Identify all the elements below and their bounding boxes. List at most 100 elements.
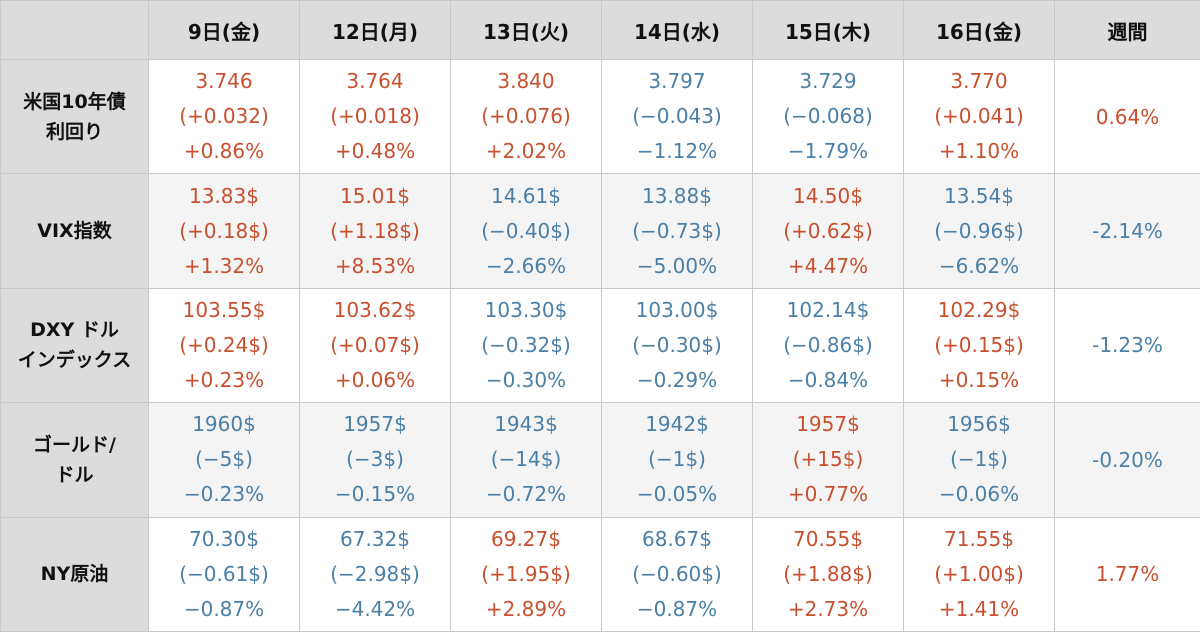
row-label-line: NY原油	[40, 563, 109, 586]
quote-cell: 3.729 (−0.068) −1.79%	[752, 58, 904, 175]
quote-change: (−0.73$)	[632, 218, 722, 243]
quote-cell: 103.55$ (+0.24$) +0.23%	[148, 287, 300, 404]
quote-change: (+0.18$)	[179, 218, 269, 243]
quote-value: 1957$	[343, 412, 407, 437]
row-label-line: ゴールド/	[33, 433, 116, 456]
header-weekly: 週間	[1054, 0, 1200, 60]
quote-percent: +1.32%	[183, 253, 265, 278]
quote-cell: 3.746 (+0.032) +0.86%	[148, 58, 300, 175]
quote-percent: +2.02%	[485, 139, 567, 164]
quote-cell: 1957$ (+15$) +0.77%	[752, 402, 904, 518]
quote-percent: +1.41%	[938, 596, 1020, 621]
quote-value: 13.54$	[944, 183, 1014, 208]
quote-value: 70.30$	[189, 526, 259, 551]
table-row: DXY ドル インデックス 103.55$ (+0.24$) +0.23% 103.62$…	[0, 287, 1200, 404]
quote-value: 3.797	[648, 69, 706, 94]
quote-value: 13.83$	[189, 183, 259, 208]
quote-value: 103.30$	[484, 297, 568, 322]
quote-percent: −0.72%	[485, 482, 567, 507]
quote-change: (−0.043)	[632, 104, 722, 129]
quote-change: (−5$)	[195, 447, 253, 472]
quote-percent: +0.86%	[183, 139, 265, 164]
quote-percent: −0.29%	[636, 367, 718, 392]
quote-percent: +2.73%	[787, 596, 869, 621]
quote-percent: −6.62%	[938, 253, 1020, 278]
quote-percent: +8.53%	[334, 253, 416, 278]
quote-percent: −1.12%	[636, 139, 718, 164]
quote-percent: −2.66%	[485, 253, 567, 278]
quote-percent: +0.15%	[938, 367, 1020, 392]
quote-change: (+0.041)	[934, 104, 1024, 129]
quote-cell: 13.54$ (−0.96$) −6.62%	[903, 173, 1055, 289]
quote-value: 1957$	[796, 412, 860, 437]
quote-change: (−0.96$)	[934, 218, 1024, 243]
quote-value: 3.729	[799, 69, 857, 94]
quote-value: 67.32$	[340, 526, 410, 551]
quote-cell: 1943$ (−14$) −0.72%	[450, 402, 602, 518]
quote-cell: 71.55$ (+1.00$) +1.41%	[903, 516, 1055, 632]
quote-cell: 70.30$ (−0.61$) −0.87%	[148, 516, 300, 632]
row-label-line: DXY ドル	[30, 319, 119, 342]
quote-value: 103.55$	[182, 297, 266, 322]
quote-cell: 3.770 (+0.041) +1.10%	[903, 58, 1055, 175]
quote-cell: 3.797 (−0.043) −1.12%	[601, 58, 753, 175]
quote-change: (−1$)	[950, 447, 1008, 472]
header-day-1: 9日(金)	[148, 0, 300, 60]
quote-percent: +0.23%	[183, 367, 265, 392]
quote-percent: −0.15%	[334, 482, 416, 507]
row-label: ゴールド/ドル	[0, 402, 149, 518]
quote-cell: 15.01$ (+1.18$) +8.53%	[299, 173, 451, 289]
quote-percent: +0.77%	[787, 482, 869, 507]
quote-value: 68.67$	[642, 526, 712, 551]
quote-change: (+0.62$)	[783, 218, 873, 243]
quote-change: (−3$)	[346, 447, 404, 472]
header-day-6: 16日(金)	[903, 0, 1055, 60]
quote-change: (−1$)	[648, 447, 706, 472]
quote-value: 103.62$	[333, 297, 417, 322]
quote-cell: 69.27$ (+1.95$) +2.89%	[450, 516, 602, 632]
quote-percent: −0.05%	[636, 482, 718, 507]
quote-value: 1943$	[494, 412, 558, 437]
quote-value: 15.01$	[340, 183, 410, 208]
table-row: ゴールド/ドル 1960$ (−5$) −0.23% 1957$ (−3$) −0.15% 1…	[0, 402, 1200, 518]
quote-change: (+0.032)	[179, 104, 269, 129]
quote-cell: 67.32$ (−2.98$) −4.42%	[299, 516, 451, 632]
quote-change: (+1.95$)	[481, 561, 571, 586]
weekly-change: -1.23%	[1054, 287, 1200, 404]
quote-percent: +4.47%	[787, 253, 869, 278]
row-label: VIX指数	[0, 173, 149, 289]
quote-cell: 103.62$ (+0.07$) +0.06%	[299, 287, 451, 404]
quote-change: (−0.32$)	[481, 332, 571, 357]
quote-percent: +0.48%	[334, 139, 416, 164]
quote-change: (−0.61$)	[179, 561, 269, 586]
quote-cell: 13.83$ (+0.18$) +1.32%	[148, 173, 300, 289]
header-day-2: 12日(月)	[299, 0, 451, 60]
quote-change: (−2.98$)	[330, 561, 420, 586]
quote-change: (+0.07$)	[330, 332, 420, 357]
quote-percent: −0.30%	[485, 367, 567, 392]
quote-cell: 68.67$ (−0.60$) −0.87%	[601, 516, 753, 632]
quote-value: 71.55$	[944, 526, 1014, 551]
quote-value: 3.770	[950, 69, 1008, 94]
weekly-change: 0.64%	[1054, 58, 1200, 175]
row-label-line: インデックス	[17, 349, 132, 372]
quote-percent: +2.89%	[485, 596, 567, 621]
quote-change: (+0.24$)	[179, 332, 269, 357]
quote-value: 3.746	[195, 69, 253, 94]
quote-percent: −0.06%	[938, 482, 1020, 507]
quote-cell: 3.764 (+0.018) +0.48%	[299, 58, 451, 175]
quote-cell: 70.55$ (+1.88$) +2.73%	[752, 516, 904, 632]
row-label-line: VIX指数	[37, 220, 112, 243]
quote-change: (+0.15$)	[934, 332, 1024, 357]
quote-change: (−0.068)	[783, 104, 873, 129]
quote-change: (−14$)	[490, 447, 562, 472]
quote-cell: 102.14$ (−0.86$) −0.84%	[752, 287, 904, 404]
quote-change: (+15$)	[792, 447, 864, 472]
quote-percent: +1.10%	[938, 139, 1020, 164]
quote-cell: 102.29$ (+0.15$) +0.15%	[903, 287, 1055, 404]
quote-percent: −1.79%	[787, 139, 869, 164]
quote-cell: 13.88$ (−0.73$) −5.00%	[601, 173, 753, 289]
quote-percent: −4.42%	[334, 596, 416, 621]
quote-cell: 14.61$ (−0.40$) −2.66%	[450, 173, 602, 289]
